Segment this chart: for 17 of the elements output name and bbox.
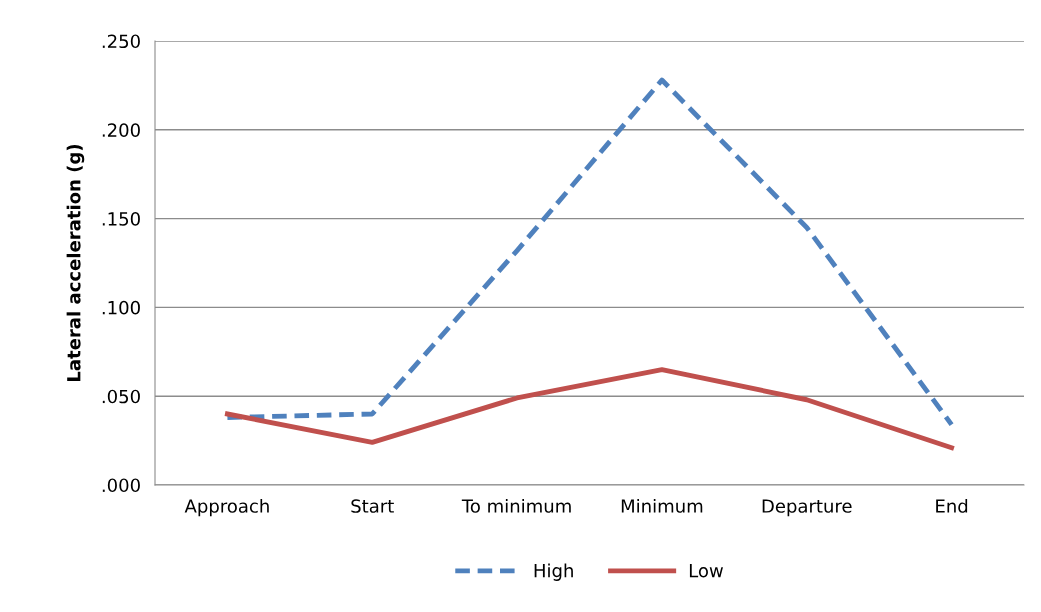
x-tick-label: Start [351, 499, 394, 513]
y-axis-title: Lateral acceleration (g) [66, 144, 85, 381]
x-tick-label: End [936, 498, 968, 513]
legend-label: High [534, 563, 573, 581]
x-tick-label: Minimum [621, 498, 703, 513]
y-tick-label: .100 [102, 300, 140, 315]
y-tick-label: .150 [102, 212, 140, 226]
y-tick-label: .000 [102, 478, 140, 493]
x-tick-label: To minimum [461, 498, 571, 513]
y-tick-label: .250 [102, 34, 140, 49]
y-tick-label: .200 [102, 123, 140, 137]
y-tick-label: .050 [102, 389, 140, 404]
line-series [224, 367, 955, 451]
line-series [224, 77, 955, 428]
x-tick-label: Approach [184, 498, 269, 517]
legend-label: Low [689, 563, 723, 578]
x-tick-label: Departure [762, 499, 852, 517]
